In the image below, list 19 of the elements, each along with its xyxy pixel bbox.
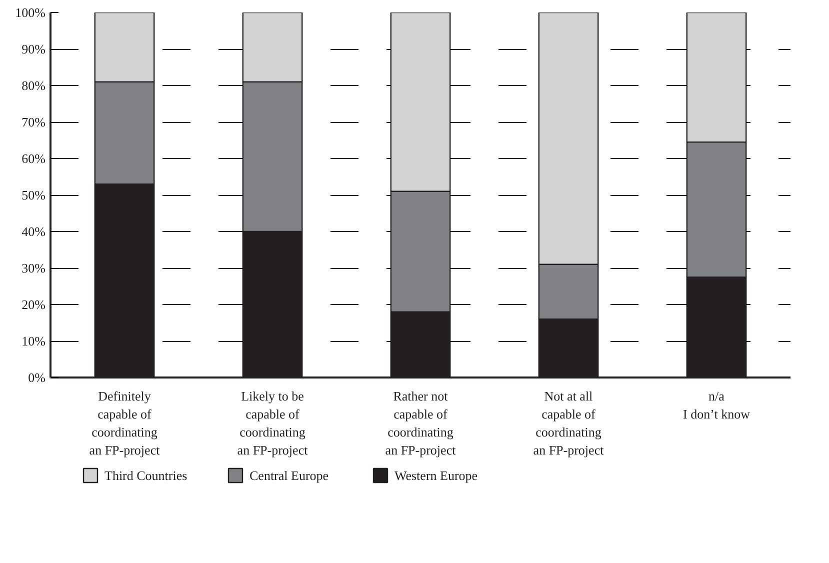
legend-label: Central Europe — [250, 468, 329, 483]
y-tick-label: 50% — [22, 188, 46, 202]
y-tick-label: 30% — [22, 260, 46, 276]
x-tick-label: Rather not capable of coordinating an FP-project — [385, 388, 456, 458]
y-tick-label: 0% — [28, 370, 46, 385]
y-tick-label: 40% — [22, 224, 46, 239]
x-tick-label: Not at all capable of coordinating an FP-project — [533, 388, 604, 458]
x-tick-label: Likely to be capable of coordinating an FP-project — [237, 388, 308, 458]
y-tick-label: 100% — [15, 5, 46, 20]
x-tick-label: n/a I don’t know — [683, 388, 751, 422]
y-tick-label: 70% — [22, 114, 46, 130]
y-tick-label: 10% — [22, 334, 46, 348]
y-tick-label: 90% — [22, 42, 46, 56]
y-tick-label: 60% — [22, 151, 46, 166]
y-tick-label: 80% — [22, 78, 46, 93]
y-tick-label: 20% — [22, 297, 46, 312]
legend-label: Third Countries — [104, 468, 188, 483]
x-tick-label: Definitely capable of coordinating an FP-project — [89, 388, 160, 458]
legend-label: Western Europe — [394, 468, 478, 483]
